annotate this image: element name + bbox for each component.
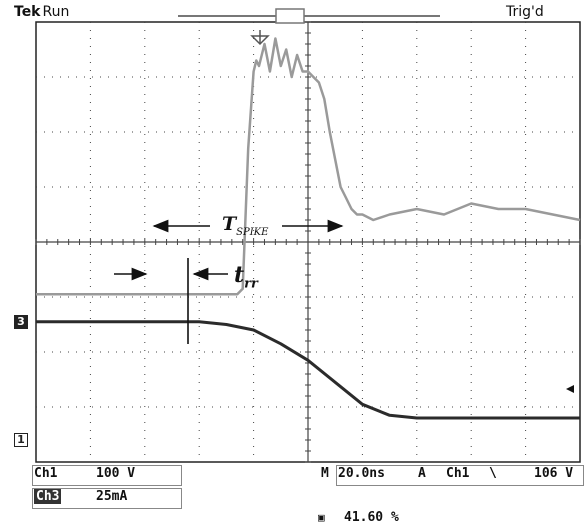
- ch3-readout-box: [32, 488, 182, 509]
- trigger-level: 106 V: [534, 466, 574, 481]
- t-spike-label: TSPIKE: [222, 213, 269, 238]
- trigger-position-value: 41.60 %: [344, 510, 399, 525]
- timebase-value: 20.0ns: [338, 466, 385, 481]
- trigger-level-icon: [566, 385, 574, 393]
- acquisition-status: Tek Run: [14, 4, 69, 20]
- trigger-position-icon: ▣: [318, 511, 325, 524]
- ch1-label: Ch1: [34, 466, 58, 481]
- trigger-status: Trig'd: [506, 4, 544, 20]
- timebase-prefix: M: [321, 466, 329, 481]
- trigger-source: Ch1: [446, 466, 470, 481]
- ch1-ground-marker: 1: [14, 433, 28, 447]
- trigger-mode: A: [418, 466, 426, 481]
- ch3-label: Ch3: [34, 489, 62, 504]
- ch3-scale: 25mA: [96, 489, 128, 504]
- graticule: [35, 21, 581, 463]
- t-rr-label: trr: [234, 262, 258, 292]
- waveform-traces: [36, 37, 581, 420]
- brand-label: Tek: [14, 4, 41, 20]
- ch1-scale: 100 V: [96, 466, 136, 481]
- timebase-readout-box: [336, 465, 584, 486]
- annotation-arrows: [114, 219, 574, 393]
- ch1-readout-box: [32, 465, 182, 486]
- record-window: [275, 8, 305, 24]
- run-state: Run: [42, 4, 70, 20]
- ch1-voltage-trace: [36, 320, 580, 420]
- ch3-ground-marker: 3: [14, 315, 28, 329]
- trigger-slope-icon: \: [489, 466, 497, 481]
- trigger-position-bar: [178, 8, 440, 46]
- ch3-current-trace: [36, 37, 581, 296]
